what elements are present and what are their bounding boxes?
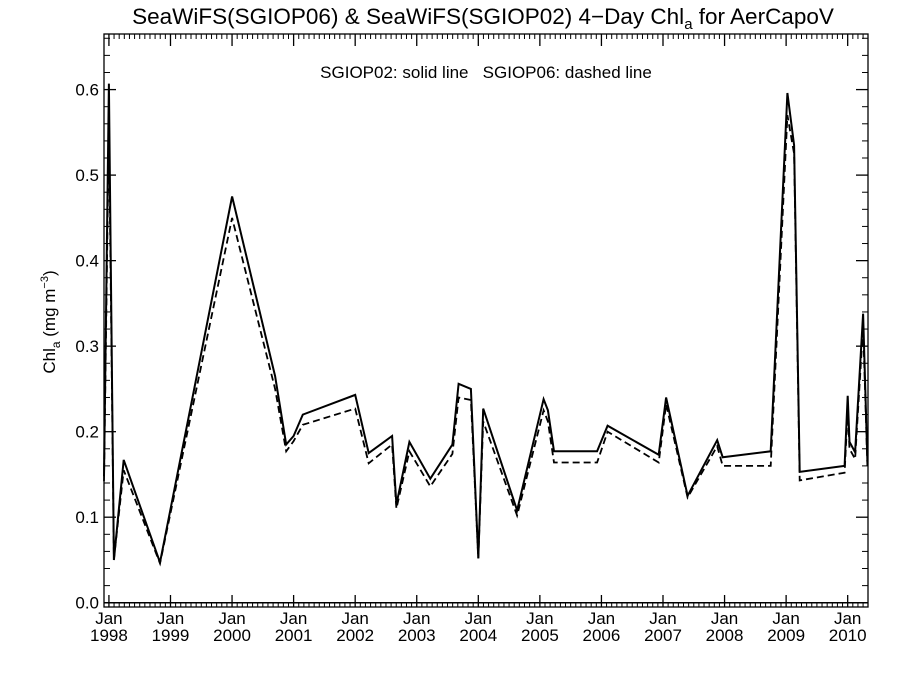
x-tick-year: 2009	[767, 626, 805, 645]
y-axis-label-subscript: a	[49, 341, 63, 348]
x-tick-year: 2005	[521, 626, 559, 645]
x-tick-month: Jan	[157, 609, 184, 628]
y-axis-label-main: Chl	[40, 348, 59, 374]
x-tick-month: Jan	[649, 609, 676, 628]
x-tick-month: Jan	[588, 609, 615, 628]
series-line-sgiop06	[103, 115, 869, 567]
x-tick-month: Jan	[465, 609, 492, 628]
x-tick-month: Jan	[403, 609, 430, 628]
series-line-sgiop02	[103, 83, 869, 567]
x-tick-month: Jan	[280, 609, 307, 628]
y-tick-label: 0.5	[75, 166, 99, 185]
x-tick-year: 2007	[644, 626, 682, 645]
minor-ticks	[104, 34, 868, 607]
y-tick-label: 0.4	[75, 252, 99, 271]
chart-title-subscript: a	[684, 16, 693, 33]
y-axis-label: Chla (mg m−3)	[39, 270, 63, 373]
chart-title-main: SeaWiFS(SGIOP06) & SeaWiFS(SGIOP02) 4−Da…	[132, 4, 684, 29]
x-tick-year: 2004	[459, 626, 497, 645]
x-tick-month: Jan	[341, 609, 368, 628]
y-axis-label-superscript: −3	[39, 276, 51, 289]
x-axis: Jan1998Jan1999Jan2000Jan2001Jan2002Jan20…	[90, 34, 867, 645]
y-axis-label-close: )	[40, 270, 59, 276]
plot-frame	[103, 33, 869, 608]
x-tick-month: Jan	[218, 609, 245, 628]
y-tick-label: 0.6	[75, 81, 99, 100]
x-tick-month: Jan	[526, 609, 553, 628]
chart-title: SeaWiFS(SGIOP06) & SeaWiFS(SGIOP02) 4−Da…	[132, 4, 834, 33]
x-tick-year: 2008	[706, 626, 744, 645]
y-tick-label: 0.2	[75, 423, 99, 442]
y-tick-label: 0.1	[75, 508, 99, 527]
x-tick-year: 2002	[336, 626, 374, 645]
x-tick-month: Jan	[772, 609, 799, 628]
y-tick-label: 0.0	[75, 594, 99, 613]
series-layer	[103, 83, 869, 567]
y-axis: 0.0 0.1 0.2 0.3 0.4 0.5 0.6	[75, 81, 868, 613]
x-tick-month: Jan	[834, 609, 861, 628]
chart-title-suffix: for AerCapoV	[693, 4, 834, 29]
y-tick-label: 0.3	[75, 337, 99, 356]
legend-text: SGIOP02: solid line SGIOP06: dashed line	[320, 63, 652, 82]
x-tick-year: 2003	[398, 626, 436, 645]
x-tick-year: 1998	[90, 626, 128, 645]
y-axis-label-units: (mg m	[40, 289, 59, 342]
x-tick-year: 1999	[152, 626, 190, 645]
x-tick-month: Jan	[95, 609, 122, 628]
x-tick-year: 2001	[275, 626, 313, 645]
x-tick-month: Jan	[711, 609, 738, 628]
x-tick-year: 2000	[213, 626, 251, 645]
x-tick-year: 2010	[829, 626, 867, 645]
x-tick-year: 2006	[583, 626, 621, 645]
